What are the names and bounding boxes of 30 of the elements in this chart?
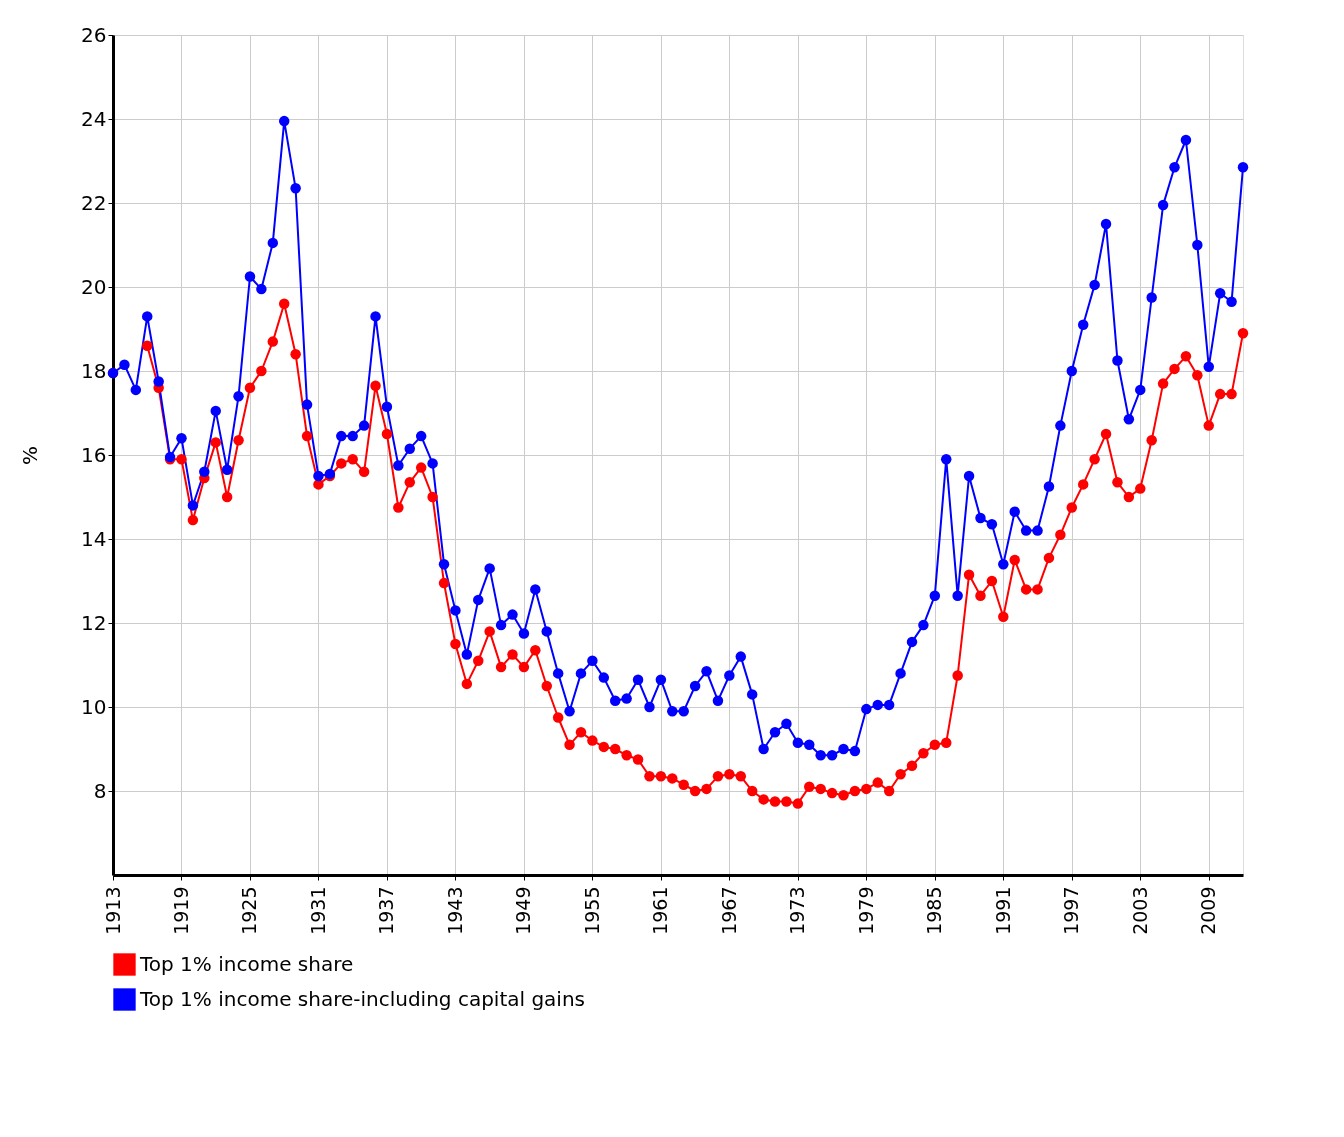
y-tick-label: 10 xyxy=(81,694,107,719)
x-tick-label: 1937 xyxy=(375,886,398,935)
x-tick-label: 1979 xyxy=(854,886,877,935)
y-tick-label: 14 xyxy=(81,526,107,551)
x-tick-label: 2003 xyxy=(1128,886,1151,935)
x-tick-label: 1961 xyxy=(649,886,672,935)
y-tick-label: 26 xyxy=(81,22,107,47)
x-tick-label: 1967 xyxy=(717,886,740,935)
y-tick-label: 18 xyxy=(81,358,107,383)
x-tick-label: 1985 xyxy=(923,886,946,935)
x-tick-label: 1913 xyxy=(101,886,124,935)
x-tick-label: 1931 xyxy=(306,886,329,935)
y-tick-label: 24 xyxy=(81,106,107,131)
x-tick-label: 1997 xyxy=(1060,886,1083,935)
y-tick-label: 22 xyxy=(81,190,107,215)
x-tick-label: 1973 xyxy=(786,886,809,935)
x-tick-label: 1925 xyxy=(238,886,261,935)
x-tick-label: 1943 xyxy=(443,886,466,935)
y-tick-label: 8 xyxy=(93,778,107,803)
y-tick-label: 16 xyxy=(81,442,107,467)
legend-label: Top 1% income share xyxy=(139,951,354,976)
y-axis-title: % xyxy=(18,445,43,466)
x-tick-label: 1949 xyxy=(512,886,535,935)
x-tick-label: 1991 xyxy=(991,886,1014,935)
x-tick-label: 1955 xyxy=(580,886,603,935)
legend-label: Top 1% income share-including capital gains xyxy=(139,986,586,1011)
x-tick-label: 1919 xyxy=(169,886,192,935)
x-tick-label: 2009 xyxy=(1197,886,1220,935)
y-tick-label: 20 xyxy=(81,274,107,299)
y-tick-label: 12 xyxy=(81,610,107,635)
